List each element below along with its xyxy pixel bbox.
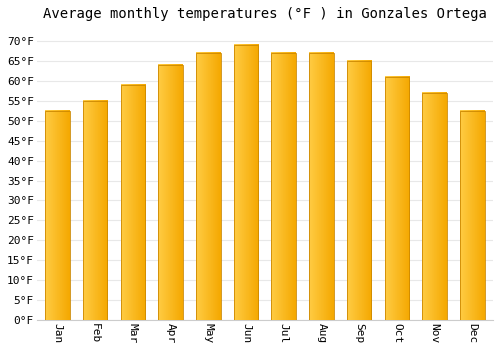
Bar bbox=[120, 85, 145, 320]
Bar bbox=[45, 111, 70, 320]
Bar bbox=[196, 53, 220, 320]
Bar bbox=[384, 77, 409, 320]
Title: Average monthly temperatures (°F ) in Gonzales Ortega: Average monthly temperatures (°F ) in Go… bbox=[43, 7, 487, 21]
Bar bbox=[158, 65, 183, 320]
Bar bbox=[272, 53, 296, 320]
Bar bbox=[309, 53, 334, 320]
Bar bbox=[83, 101, 108, 320]
Bar bbox=[422, 93, 447, 320]
Bar bbox=[234, 45, 258, 320]
Bar bbox=[460, 111, 484, 320]
Bar bbox=[347, 61, 372, 320]
